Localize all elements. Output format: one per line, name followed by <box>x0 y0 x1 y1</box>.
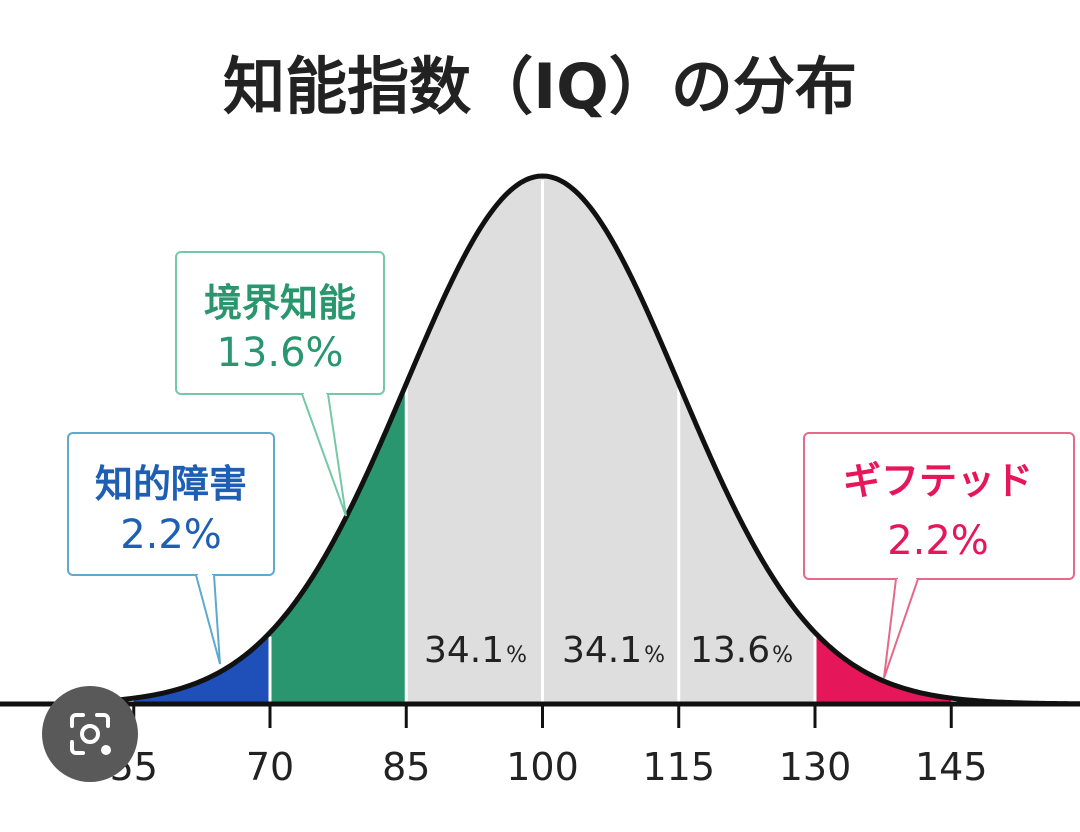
x-tick-label: 130 <box>779 745 852 789</box>
x-tick-label: 115 <box>642 745 715 789</box>
region-130-145 <box>815 632 952 704</box>
callout-gifted: ギフテッド 2.2% <box>803 432 1075 679</box>
camera-search-icon <box>70 713 111 755</box>
callout-name: 境界知能 <box>204 281 356 325</box>
callout-value: 2.2% <box>887 518 989 564</box>
region-85-100 <box>406 176 543 704</box>
bell-curve <box>106 173 1080 707</box>
region-100-115 <box>542 176 679 704</box>
callout-name: 知的障害 <box>95 462 247 506</box>
x-tick-label: 85 <box>382 745 430 789</box>
x-tick-label: 100 <box>506 745 579 789</box>
x-tick-label: 70 <box>246 745 294 789</box>
x-axis-ticks: 55 70 85 100 115 130 145 <box>110 704 988 789</box>
inside-label-85-100: 34.1% <box>424 630 527 671</box>
region-dividers <box>268 180 817 704</box>
callout-value: 2.2% <box>120 512 222 558</box>
chart-title: 知能指数（IQ）の分布 <box>223 50 857 123</box>
region-55-70 <box>133 632 270 704</box>
callout-name: ギフテッド <box>843 459 1033 503</box>
callout-borderline-intelligence: 境界知能 13.6% <box>175 251 385 517</box>
x-tick-label: 145 <box>915 745 988 789</box>
inside-label-115-130: 13.6% <box>690 630 793 671</box>
callout-value: 13.6% <box>216 330 343 376</box>
inside-label-100-115: 34.1% <box>562 630 665 671</box>
lens-search-button[interactable] <box>42 686 138 782</box>
callout-intellectual-disability: 知的障害 2.2% <box>67 432 275 665</box>
